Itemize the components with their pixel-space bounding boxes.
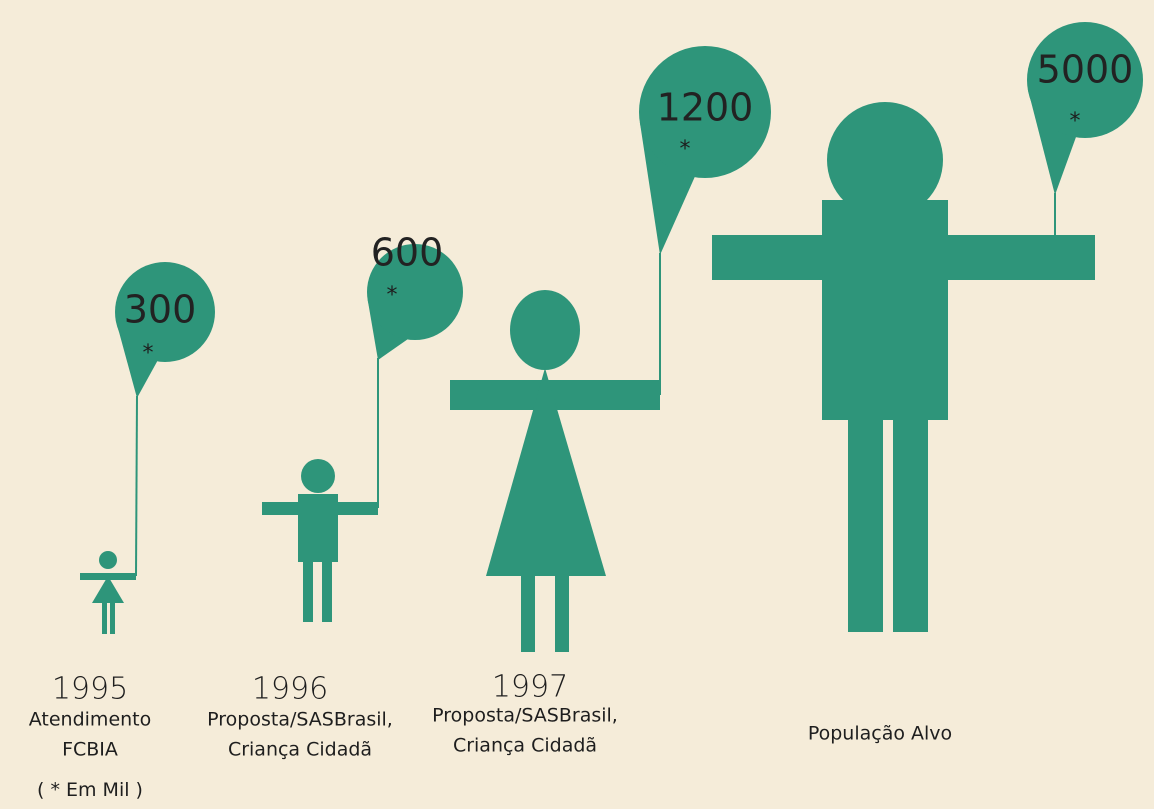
category-label: População Alvo <box>808 723 952 745</box>
category-label: Criança Cidadã <box>228 739 372 761</box>
year-label: 1996 <box>252 672 328 707</box>
category-label: Atendimento <box>29 709 152 731</box>
category-label: Proposta/SASBrasil, <box>432 705 618 727</box>
value-label: 300 <box>124 288 197 332</box>
year-label: 1995 <box>52 672 128 707</box>
value-label: 1200 <box>657 86 754 130</box>
figure-body <box>822 200 948 420</box>
value-marker: * <box>680 137 691 162</box>
chart: ( * Em Mil ) 300 * 1995Atendimento FCBIA 600… <box>0 0 1154 809</box>
figure-leg <box>521 570 535 652</box>
value-label: 5000 <box>1037 48 1134 92</box>
figure-leg <box>303 560 313 622</box>
category-label: Proposta/SASBrasil, <box>207 709 393 731</box>
balloon-string <box>136 396 137 576</box>
category-label: Criança Cidadã <box>453 735 597 757</box>
figure-leg <box>893 415 928 632</box>
value-marker: * <box>143 341 154 366</box>
figure-body <box>298 494 338 562</box>
note: ( * Em Mil ) <box>37 779 143 801</box>
value-label: 600 <box>371 231 444 275</box>
value-marker: * <box>387 283 398 308</box>
year-label: 1997 <box>492 670 568 705</box>
figure-leg <box>555 570 569 652</box>
figure-leg <box>110 600 115 634</box>
figure-leg <box>102 600 107 634</box>
figure-head <box>301 459 335 493</box>
figure-head <box>99 551 117 569</box>
category-label: FCBIA <box>62 739 118 761</box>
page: ( * Em Mil ) 300 * 1995Atendimento FCBIA 600… <box>0 0 1154 809</box>
value-marker: * <box>1070 109 1081 134</box>
figure-head <box>510 290 580 370</box>
figure-leg <box>322 560 332 622</box>
figure-leg <box>848 415 883 632</box>
